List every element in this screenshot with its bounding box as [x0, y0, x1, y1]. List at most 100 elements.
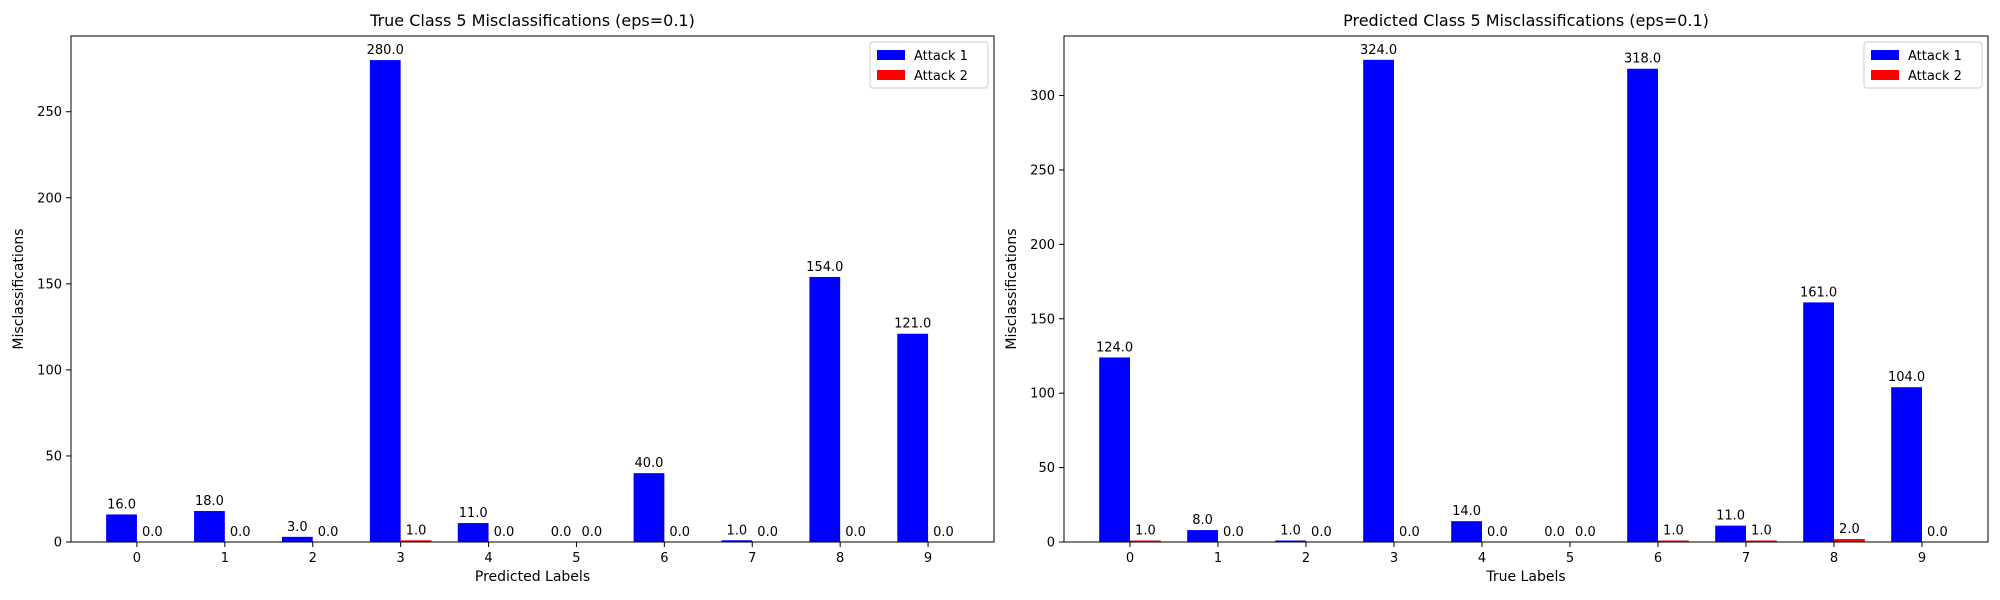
bar-value-label: 1.0: [406, 523, 427, 538]
bar-value-label: 0.0: [142, 525, 163, 540]
bar-attack-1: [1275, 540, 1306, 542]
y-axis-label: Misclassifications: [1004, 228, 1020, 349]
y-tick-label: 200: [1030, 238, 1055, 253]
bar-value-label: 280.0: [367, 43, 404, 58]
bar-value-label: 40.0: [634, 456, 663, 471]
bar-value-label: 1.0: [1751, 524, 1772, 539]
bar-attack-1: [633, 473, 665, 542]
legend-label: Attack 1: [914, 49, 968, 64]
bar-value-label: 0.0: [1311, 525, 1332, 540]
x-tick-label: 3: [397, 551, 405, 566]
y-tick-label: 50: [45, 449, 62, 464]
x-tick-label: 3: [1390, 551, 1398, 566]
bar-value-label: 11.0: [459, 506, 488, 521]
bar-attack-1: [1715, 525, 1746, 542]
bar-attack-1: [369, 60, 401, 542]
x-tick-label: 4: [1478, 551, 1486, 566]
bar-value-label: 0.0: [933, 525, 954, 540]
x-tick-label: 5: [1566, 551, 1574, 566]
bar-attack-2: [1130, 540, 1161, 542]
bar-value-label: 8.0: [1192, 513, 1213, 528]
bar-attack-1: [1187, 530, 1218, 542]
y-tick-label: 0: [1047, 536, 1055, 551]
bar-value-label: 154.0: [806, 260, 843, 275]
bar-value-label: 0.0: [1575, 525, 1596, 540]
legend-swatch-attack-2: [877, 70, 905, 80]
bar-value-label: 0.0: [1927, 525, 1948, 540]
y-tick-label: 100: [1030, 387, 1055, 402]
bar-attack-1: [457, 523, 489, 542]
bar-attack-1: [1891, 387, 1922, 542]
legend-swatch-attack-2: [1871, 70, 1899, 80]
bar-attack-1: [106, 514, 137, 542]
bar-attack-1: [1363, 59, 1394, 542]
chart-panel-right: Predicted Class 5 Misclassifications (ep…: [1004, 11, 1989, 585]
bar-value-label: 0.0: [230, 525, 251, 540]
bar-value-label: 1.0: [1280, 524, 1301, 539]
y-tick-label: 150: [37, 277, 62, 292]
bar-value-label: 18.0: [195, 494, 224, 509]
bar-attack-2: [1746, 540, 1777, 542]
bar-value-label: 0.0: [551, 525, 572, 540]
x-tick-label: 2: [309, 551, 317, 566]
bar-attack-1: [897, 333, 929, 542]
bar-value-label: 0.0: [494, 525, 515, 540]
bar-value-label: 1.0: [727, 523, 748, 538]
y-tick-label: 100: [37, 363, 62, 378]
x-axis-label: Predicted Labels: [475, 569, 590, 585]
bar-value-label: 0.0: [845, 525, 866, 540]
bar-value-label: 1.0: [1135, 524, 1156, 539]
bar-attack-1: [1627, 68, 1658, 542]
y-tick-label: 250: [1030, 163, 1055, 178]
plot-frame: [1063, 35, 1989, 543]
bar-attack-2: [400, 540, 432, 542]
bar-attack-1: [721, 540, 753, 542]
x-tick-label: 7: [1742, 551, 1750, 566]
bar-attack-1: [1803, 302, 1834, 542]
bar-value-label: 0.0: [1399, 525, 1420, 540]
bar-attack-1: [809, 276, 841, 542]
bar-value-label: 121.0: [894, 317, 931, 332]
y-axis-label: Misclassifications: [11, 228, 27, 349]
x-tick-label: 0: [1126, 551, 1134, 566]
chart-panel-left: True Class 5 Misclassifications (eps=0.1…: [11, 11, 995, 585]
bar-value-label: 104.0: [1888, 370, 1925, 385]
bar-value-label: 2.0: [1839, 522, 1860, 537]
bar-value-label: 14.0: [1452, 504, 1481, 519]
y-tick-label: 50: [1038, 461, 1055, 476]
x-tick-label: 7: [748, 551, 756, 566]
legend-label: Attack 2: [1908, 69, 1962, 84]
x-tick-label: 1: [221, 551, 229, 566]
legend-label: Attack 1: [1908, 49, 1962, 64]
x-tick-label: 1: [1214, 551, 1222, 566]
x-tick-label: 4: [484, 551, 492, 566]
bar-value-label: 161.0: [1800, 285, 1837, 300]
x-tick-label: 0: [133, 551, 141, 566]
bar-attack-1: [1451, 521, 1482, 542]
bar-value-label: 0.0: [669, 525, 690, 540]
x-tick-label: 8: [1830, 551, 1838, 566]
x-tick-label: 6: [1654, 551, 1662, 566]
bar-value-label: 11.0: [1716, 509, 1745, 524]
x-tick-label: 6: [660, 551, 668, 566]
bar-attack-1: [1099, 357, 1130, 542]
y-tick-label: 150: [1030, 312, 1055, 327]
bar-attack-1: [194, 511, 225, 542]
legend-label: Attack 2: [914, 69, 968, 84]
bar-value-label: 0.0: [581, 525, 602, 540]
bar-value-label: 324.0: [1360, 43, 1397, 58]
x-axis-label: True Labels: [1485, 569, 1565, 585]
x-tick-label: 8: [836, 551, 844, 566]
x-tick-label: 9: [924, 551, 932, 566]
y-tick-label: 250: [37, 105, 62, 120]
bar-value-label: 0.0: [1487, 525, 1508, 540]
bar-value-label: 3.0: [287, 520, 308, 535]
legend: Attack 1 Attack 2: [869, 41, 989, 89]
bar-attack-2: [1658, 540, 1689, 542]
bar-value-label: 0.0: [1223, 525, 1244, 540]
x-tick-label: 9: [1918, 551, 1926, 566]
bar-value-label: 0.0: [757, 525, 778, 540]
bar-attack-2: [1834, 539, 1865, 542]
legend-swatch-attack-1: [1871, 50, 1899, 60]
